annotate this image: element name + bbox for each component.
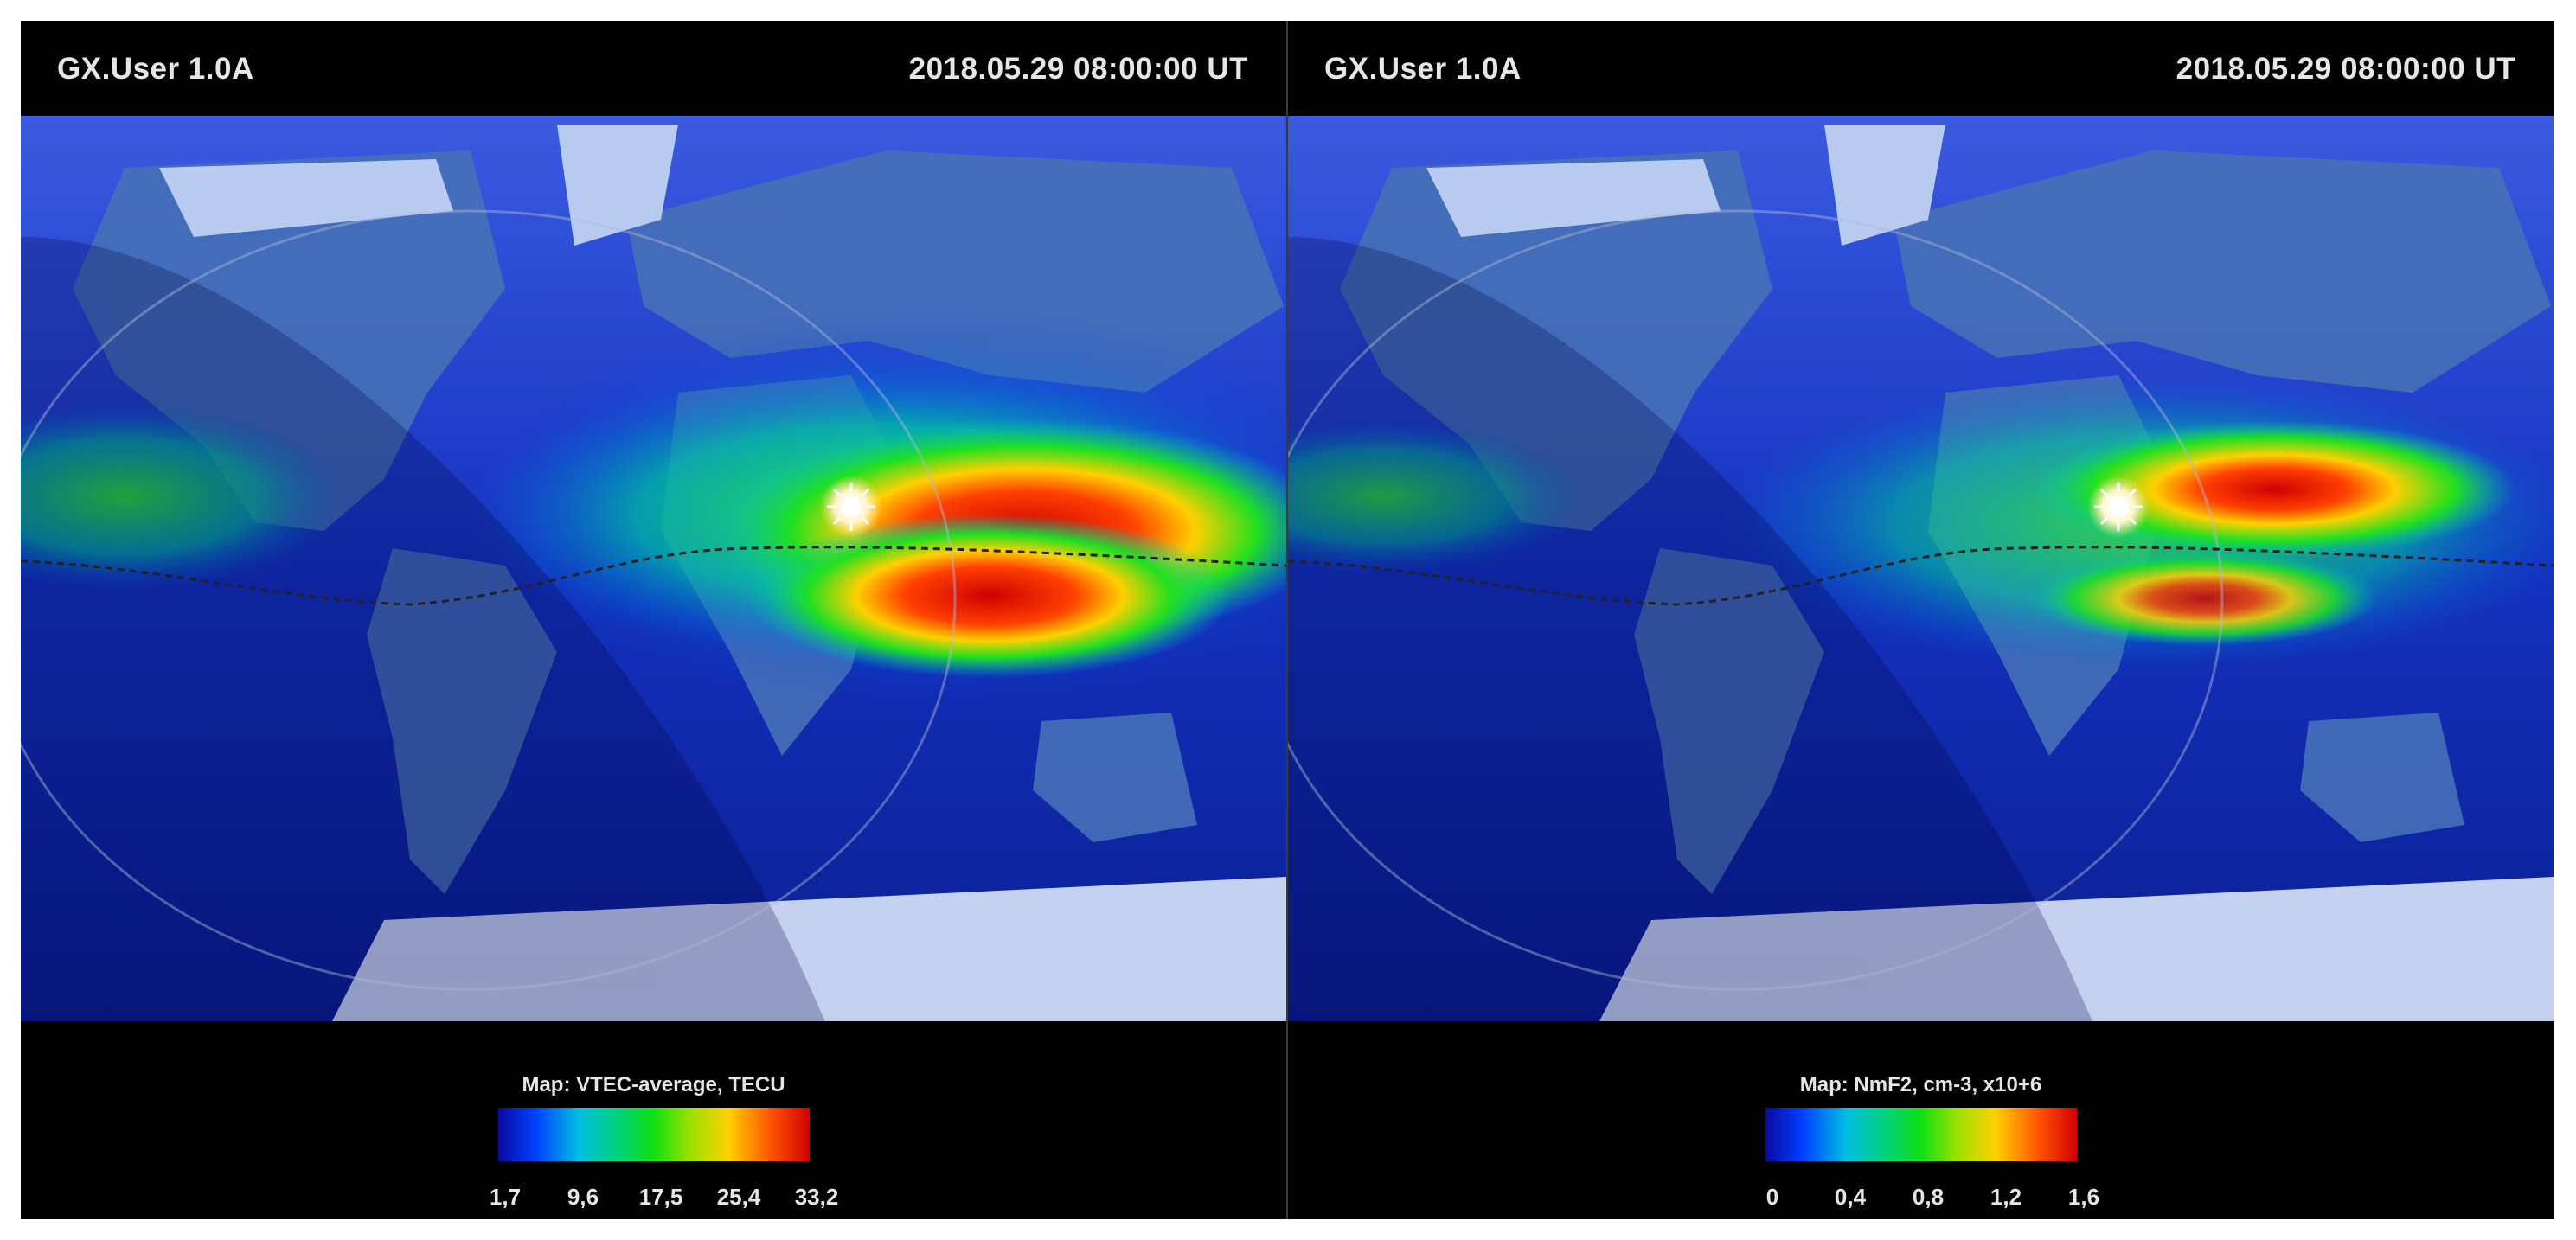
legend-tick: 1,2 [1990,1184,2022,1210]
color-legend: Map: VTEC-average, TECU 1,7 9,6 17,5 25,… [21,1021,1286,1219]
west-green-region [1288,419,1591,574]
timestamp: 2018.05.29 08:00:00 UT [2176,52,2515,86]
legend-tick: 25,4 [716,1184,761,1210]
night-region [1288,237,2092,1021]
colorbar [1765,1108,2077,1161]
sun-icon [820,476,882,538]
terminator-line-icon [1288,209,2224,991]
sun-icon [2087,476,2150,538]
timestamp: 2018.05.29 08:00:00 UT [908,52,1248,86]
map-canvas [21,116,1286,1021]
magnetic-equator-icon [21,546,1286,606]
world-map[interactable] [1288,116,2554,1021]
hot-band-lower [747,514,1232,678]
legend-tick: 0 [1765,1184,1779,1210]
map-panel-vtec: GX.User 1.0A 2018.05.29 08:00:00 UT [21,21,1286,1219]
app-title: GX.User 1.0A [1324,52,1522,86]
map-panel-nmf2: GX.User 1.0A 2018.05.29 08:00:00 UT [1288,21,2554,1219]
legend-tick: 0,8 [1912,1184,1945,1210]
panel-divider [1286,21,1288,1219]
continents [1340,125,2554,1021]
west-green-region [21,401,349,591]
app-title: GX.User 1.0A [57,52,254,86]
application-frame: GX.User 1.0A 2018.05.29 08:00:00 UT [21,21,2554,1219]
legend-tick: 0,4 [1834,1184,1867,1210]
legend-tick: 1,6 [2067,1184,2100,1210]
hot-band-upper [2032,420,2516,559]
legend-tick: 17,5 [638,1184,683,1210]
panel-header: GX.User 1.0A 2018.05.29 08:00:00 UT [21,21,1286,116]
panel-header: GX.User 1.0A 2018.05.29 08:00:00 UT [1288,21,2554,116]
legend-title: Map: NmF2, cm-3, x10+6 [1799,1073,2042,1096]
continents [73,125,1286,1021]
map-canvas [1288,116,2554,1021]
night-region [21,237,825,1021]
world-map[interactable] [21,116,1286,1021]
legend-tick: 1,7 [489,1184,522,1210]
legend-tick: 9,6 [567,1184,599,1210]
color-legend: Map: NmF2, cm-3, x10+6 0 0,4 0,8 1,2 1,6 [1288,1021,2554,1219]
legend-tick: 33,2 [794,1184,839,1210]
terminator-line-icon [21,209,957,991]
legend-title: Map: VTEC-average, TECU [522,1073,785,1096]
hot-band-lower [2032,551,2378,646]
colorbar [498,1108,810,1161]
magnetic-equator-icon [1288,546,2554,606]
